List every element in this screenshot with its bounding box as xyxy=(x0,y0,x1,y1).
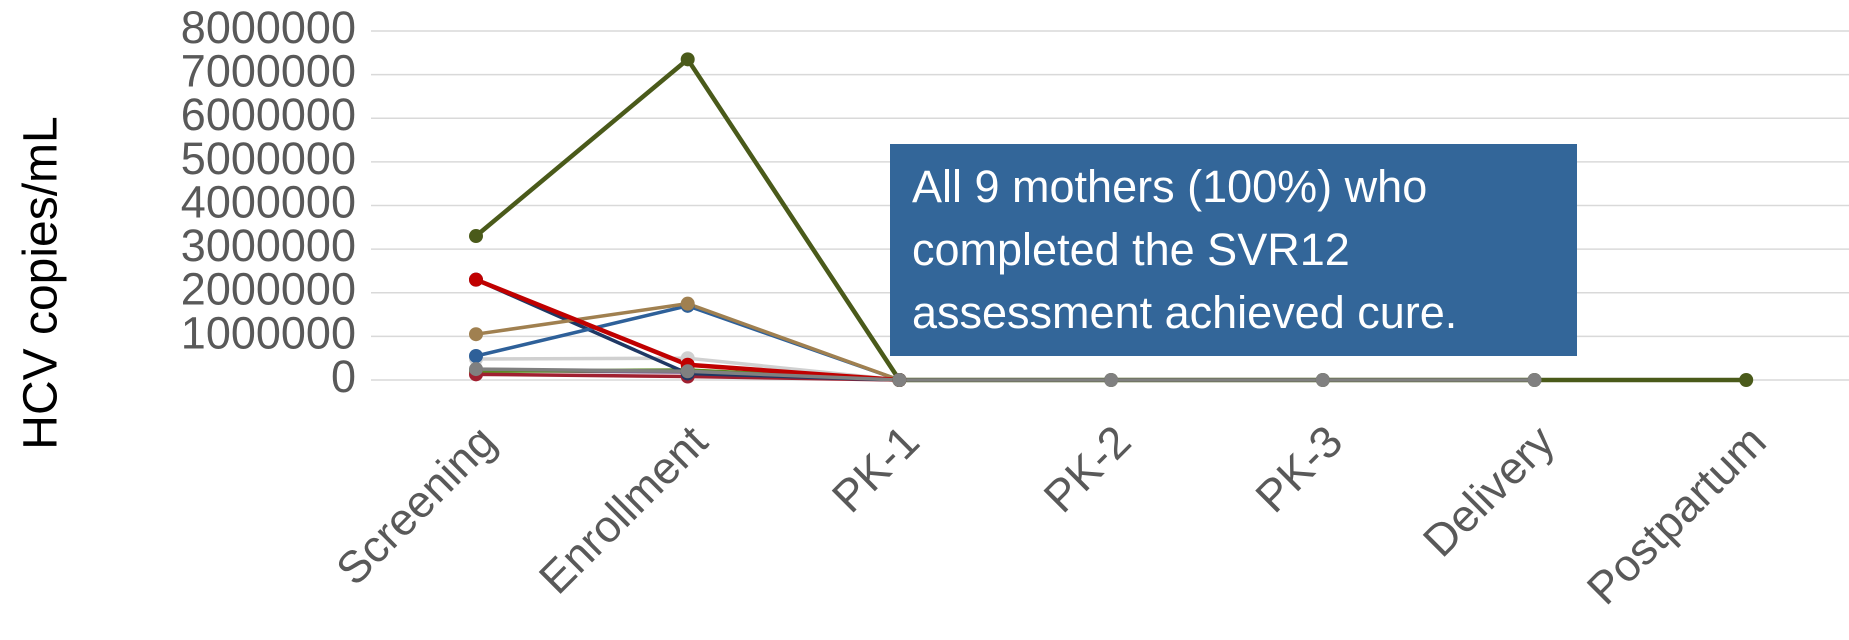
x-tick-label: PK-1 xyxy=(822,415,929,522)
data-point xyxy=(469,362,483,377)
data-point xyxy=(1739,373,1754,387)
data-point xyxy=(1104,373,1119,387)
data-point xyxy=(469,229,483,244)
y-tick-label: 8000000 xyxy=(181,2,356,53)
y-tick-label: 1000000 xyxy=(181,307,356,358)
data-point xyxy=(680,364,695,379)
y-tick-label: 0 xyxy=(331,351,356,402)
data-point xyxy=(469,272,483,287)
data-point xyxy=(680,296,695,311)
x-tick-label: PK-3 xyxy=(1245,415,1352,522)
series-line xyxy=(475,367,1535,382)
data-point xyxy=(469,349,483,364)
annotation-text: All 9 mothers (100%) who xyxy=(912,161,1427,212)
y-tick-label: 7000000 xyxy=(181,46,356,97)
x-tick-label: Screening xyxy=(326,415,505,594)
annotation-box xyxy=(890,144,1577,356)
annotation-text: completed the SVR12 xyxy=(912,224,1350,275)
data-point xyxy=(469,327,483,342)
data-point xyxy=(680,52,695,67)
x-tick-label: Postpartum xyxy=(1577,415,1776,614)
x-tick-label: Delivery xyxy=(1413,415,1564,566)
y-tick-label: 6000000 xyxy=(181,89,356,140)
y-tick-label: 3000000 xyxy=(181,220,356,271)
data-point xyxy=(892,373,907,387)
y-tick-label: 5000000 xyxy=(181,133,356,184)
data-point xyxy=(1527,373,1542,387)
y-axis-title: HCV copies/mL xyxy=(15,116,68,449)
y-tick-label: 2000000 xyxy=(181,264,356,315)
x-tick-label: PK-2 xyxy=(1034,415,1141,522)
y-tick-label: 4000000 xyxy=(181,176,356,227)
annotation-text: assessment achieved cure. xyxy=(912,287,1457,338)
data-point xyxy=(1315,373,1330,387)
x-tick-label: Enrollment xyxy=(529,415,718,604)
